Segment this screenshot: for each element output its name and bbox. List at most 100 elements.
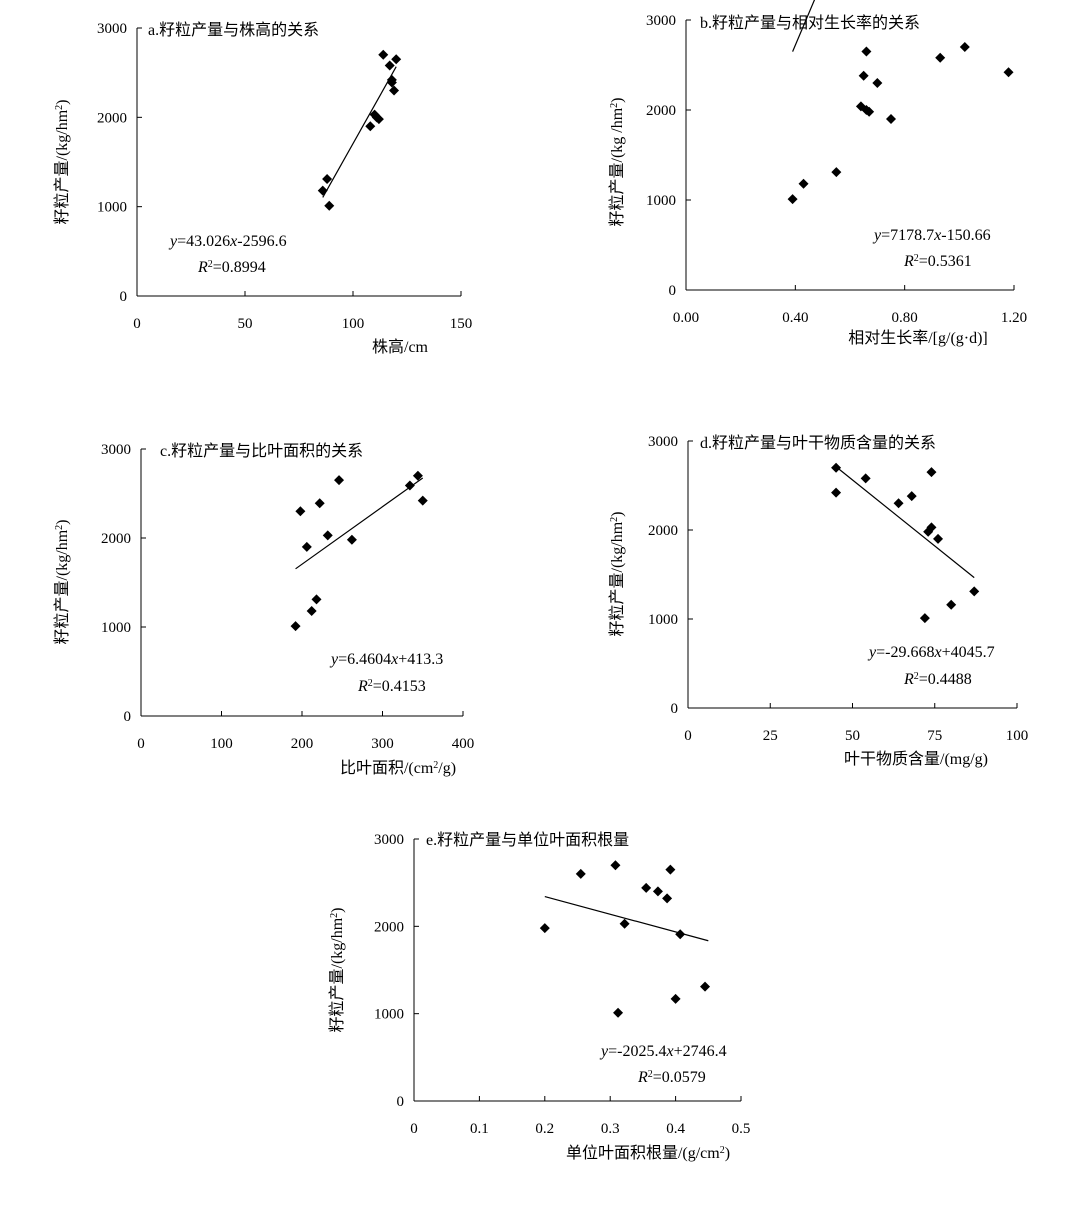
x-tick-label: 75 <box>927 728 942 744</box>
regression-equation: y=7178.7x-150.66 <box>872 227 991 244</box>
trend-line <box>295 477 424 570</box>
data-point <box>314 498 325 509</box>
data-point <box>334 475 345 486</box>
data-point <box>933 533 944 544</box>
y-tick-label: 1000 <box>97 200 127 216</box>
data-point <box>404 480 415 491</box>
regression-equation: y=43.026x-2596.6 <box>168 233 287 250</box>
data-point <box>346 534 357 545</box>
data-point <box>295 506 306 517</box>
data-point <box>386 74 397 85</box>
regression-equation: y=6.4604x+413.3 <box>329 651 443 668</box>
y-tick-label: 2000 <box>646 103 676 119</box>
data-point <box>311 594 322 605</box>
chart-panel-c: 0 1000 2000 3000 0 100 200 300 400 c.籽粒产量与比叶面积的关系… <box>53 442 474 777</box>
regression-equation: y=-29.668x+4045.7 <box>867 644 995 661</box>
data-point <box>306 605 317 616</box>
x-tick-label: 0 <box>133 316 141 332</box>
y-tick-label: 1000 <box>648 612 678 628</box>
data-point <box>798 178 809 189</box>
data-point <box>831 462 842 473</box>
data-point <box>610 860 621 871</box>
trend-line <box>322 66 397 198</box>
data-point <box>700 981 711 992</box>
data-point <box>946 599 957 610</box>
y-axis-label: 籽粒产量/(kg/hm2) <box>53 520 71 645</box>
data-point <box>969 586 980 597</box>
y-axis-label: 籽粒产量/(kg /hm2) <box>608 98 626 227</box>
x-tick-label: 0.40 <box>782 310 808 326</box>
data-point <box>919 613 930 624</box>
y-tick-label: 1000 <box>646 193 676 209</box>
x-tick-label: 0 <box>684 728 692 744</box>
x-tick-label: 100 <box>210 736 233 752</box>
y-axis-label: 籽粒产量/(kg/hm2) <box>53 100 71 225</box>
data-point <box>317 185 328 196</box>
data-point <box>373 114 384 125</box>
data-point <box>1003 67 1014 78</box>
r-squared-label: R2=0.0579 <box>637 1069 706 1087</box>
x-axis-label: 相对生长率/[g/(g·d)] <box>848 329 988 347</box>
data-point <box>619 918 630 929</box>
data-point <box>641 882 652 893</box>
x-axis-label: 比叶面积/(cm2/g) <box>340 759 456 777</box>
chart-panel-b: 0 1000 2000 3000 0.00 0.40 0.80 1.20 b.籽粒产量与相对生长… <box>608 0 1027 347</box>
data-point <box>365 121 376 132</box>
y-tick-label: 3000 <box>97 21 127 37</box>
y-tick-label: 2000 <box>648 523 678 539</box>
chart-panel-e: 0 1000 2000 3000 0 0.1 0.2 0.3 0.4 0.5 e.籽粒产量与单位叶面… <box>328 831 750 1162</box>
chart-title: b.籽粒产量与相对生长率的关系 <box>700 14 920 32</box>
x-tick-label: 0.2 <box>535 1121 554 1137</box>
y-tick-label: 3000 <box>374 832 404 848</box>
x-tick-label: 0.5 <box>732 1121 751 1137</box>
x-tick-label: 25 <box>763 728 778 744</box>
x-tick-label: 100 <box>1006 728 1029 744</box>
x-tick-label: 150 <box>450 316 473 332</box>
y-tick-label: 0 <box>669 283 677 299</box>
chart-title: c.籽粒产量与比叶面积的关系 <box>160 442 363 460</box>
x-axis-label: 株高/cm <box>372 338 429 356</box>
data-point <box>926 467 937 478</box>
data-point <box>861 46 872 57</box>
data-point <box>301 541 312 552</box>
data-point <box>886 114 896 124</box>
data-point <box>831 487 842 498</box>
x-tick-label: 0.3 <box>601 1121 620 1137</box>
data-point <box>665 864 676 875</box>
x-axis-label: 单位叶面积根量/(g/cm2) <box>566 1144 730 1162</box>
data-point <box>670 993 681 1004</box>
data-point <box>906 491 917 502</box>
data-point <box>417 495 428 506</box>
x-tick-label: 400 <box>452 736 475 752</box>
x-tick-label: 0 <box>410 1121 418 1137</box>
y-tick-label: 0 <box>671 701 679 717</box>
x-tick-label: 50 <box>845 728 860 744</box>
x-tick-label: 300 <box>371 736 394 752</box>
data-point <box>959 42 970 52</box>
chart-title: d.籽粒产量与叶干物质含量的关系 <box>700 434 936 452</box>
x-tick-label: 0.00 <box>673 310 699 326</box>
r-squared-label: R2=0.4153 <box>357 678 426 696</box>
regression-equation: y=-2025.4x+2746.4 <box>599 1043 727 1060</box>
y-tick-label: 2000 <box>97 110 127 126</box>
x-tick-label: 0.1 <box>470 1121 489 1137</box>
y-axis-label: 籽粒产量/(kg/hm2) <box>328 908 346 1033</box>
x-tick-label: 200 <box>291 736 314 752</box>
data-point <box>389 85 400 96</box>
data-point <box>858 70 869 81</box>
data-point <box>322 530 333 541</box>
data-point <box>539 923 550 934</box>
data-point <box>935 52 946 63</box>
data-point <box>893 498 904 509</box>
data-point <box>378 49 389 60</box>
data-point <box>613 1007 624 1018</box>
data-point <box>575 868 586 879</box>
r-squared-label: R2=0.5361 <box>903 253 972 271</box>
y-tick-label: 0 <box>397 1094 405 1110</box>
data-point <box>652 886 663 897</box>
y-tick-label: 0 <box>124 709 132 725</box>
y-tick-label: 3000 <box>646 13 676 29</box>
data-point <box>675 929 686 940</box>
